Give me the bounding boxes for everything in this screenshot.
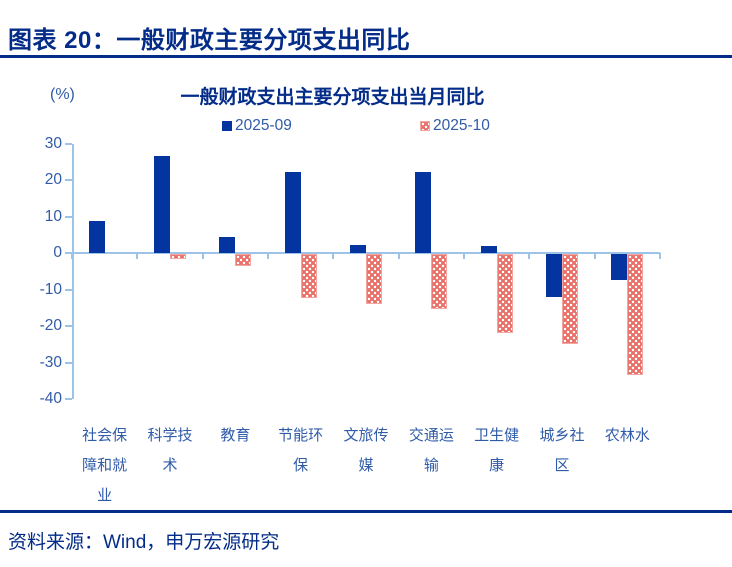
legend-item-2025-10: 2025-10 (420, 117, 490, 134)
y-axis-tick-label: 0 (53, 244, 62, 262)
x-axis-tick (267, 253, 269, 260)
bar-2025-10-城乡社区 (562, 254, 578, 344)
legend-solid-square-icon (222, 121, 232, 131)
bar-2025-10-节能环保 (300, 254, 317, 298)
y-axis-tick (65, 398, 72, 401)
x-axis-category-label: 业 (97, 487, 113, 504)
legend-label-2025-09: 2025-09 (235, 117, 292, 134)
y-axis-tick-label: 20 (44, 171, 62, 189)
x-axis-category-label: 科学技 (147, 427, 193, 444)
legend-label-2025-10: 2025-10 (433, 117, 490, 134)
x-axis-category-label: 教育 (220, 427, 251, 444)
title-divider (0, 55, 732, 58)
bar-2025-10-农林水 (627, 254, 644, 375)
x-axis-category-label: 保 (293, 457, 309, 474)
bar-2025-09-卫生健康 (480, 246, 497, 254)
x-axis-category-label: 文旅传 (343, 427, 389, 444)
legend-dotted-square-icon (420, 121, 430, 131)
plot-area: 30 20 10 0 -10 -20 -30 -40 社会保障和就业 科学技术 教育 节能环保 文旅传媒… (0, 58, 732, 508)
bar-2025-09-教育 (219, 236, 236, 254)
source-note: 资料来源：Wind，申万宏源研究 (8, 532, 280, 553)
x-axis-tick (593, 253, 596, 260)
y-axis-unit-label: (%) (50, 86, 75, 103)
y-axis-tick-label: 30 (44, 135, 62, 152)
y-axis-tick (65, 252, 72, 255)
x-axis-tick (528, 253, 531, 260)
x-axis-category-label: 区 (554, 457, 570, 474)
y-axis-line (72, 144, 74, 399)
x-axis-tick (659, 253, 661, 260)
bar-chart: (%) 一般财政支出主要分项支出当月同比 2025-09 2025-10 30 2… (0, 58, 732, 508)
legend-item-2025-09: 2025-09 (222, 117, 292, 134)
bar-2025-10-科学技术 (170, 254, 186, 259)
x-axis-category-label: 媒 (358, 457, 374, 474)
x-axis-tick (136, 253, 139, 260)
bar-2025-10-教育 (235, 254, 252, 266)
x-axis-category-label: 术 (162, 457, 178, 474)
x-axis-category-label: 输 (423, 457, 439, 474)
x-axis-category-label: 障和就 (82, 457, 128, 474)
bar-2025-09-农林水 (611, 254, 628, 280)
y-axis-tick-label: -30 (39, 353, 62, 371)
source-divider (0, 510, 732, 513)
y-axis-tick (65, 361, 72, 364)
y-axis-tick (65, 215, 72, 218)
x-axis-zero-line (72, 252, 660, 255)
x-axis-tick (463, 253, 465, 260)
x-axis-category-label: 交通运 (408, 427, 454, 444)
x-axis-category-label: 农林水 (604, 427, 650, 444)
chart-title: 一般财政支出主要分项支出当月同比 (180, 87, 485, 108)
y-axis-tick-label: -20 (39, 317, 62, 335)
x-axis-category-label: 康 (489, 457, 505, 474)
x-axis-category-label: 节能环 (278, 427, 324, 444)
y-axis-tick-label: 10 (44, 207, 62, 225)
y-axis-tick (65, 179, 72, 182)
x-axis-tick (71, 253, 73, 260)
x-axis-category-label: 卫生健 (474, 427, 520, 444)
bar-2025-09-交通运输 (415, 172, 432, 254)
y-axis-tick-label: -40 (39, 390, 62, 408)
y-axis-tick (65, 325, 72, 328)
bar-2025-09-文旅传媒 (350, 244, 366, 254)
x-axis-tick (332, 253, 335, 260)
bar-2025-09-社会保障和就业 (88, 220, 105, 254)
y-axis-tick (65, 288, 72, 291)
bar-2025-10-交通运输 (431, 254, 448, 310)
bar-2025-09-节能环保 (284, 171, 301, 254)
bar-2025-10-文旅传媒 (366, 254, 382, 304)
bar-2025-10-卫生健康 (496, 254, 513, 334)
bar-2025-09-科学技术 (154, 156, 170, 254)
x-axis-tick (397, 253, 400, 260)
x-axis-tick (201, 253, 204, 260)
figure-title: 图表 20：一般财政主要分项支出同比 (8, 27, 411, 54)
y-axis-tick (65, 143, 72, 145)
y-axis-tick-label: -10 (39, 280, 62, 298)
bar-2025-09-城乡社区 (546, 254, 562, 297)
x-axis-category-label: 城乡社 (539, 427, 585, 444)
x-axis-category-label: 社会保 (82, 427, 128, 444)
